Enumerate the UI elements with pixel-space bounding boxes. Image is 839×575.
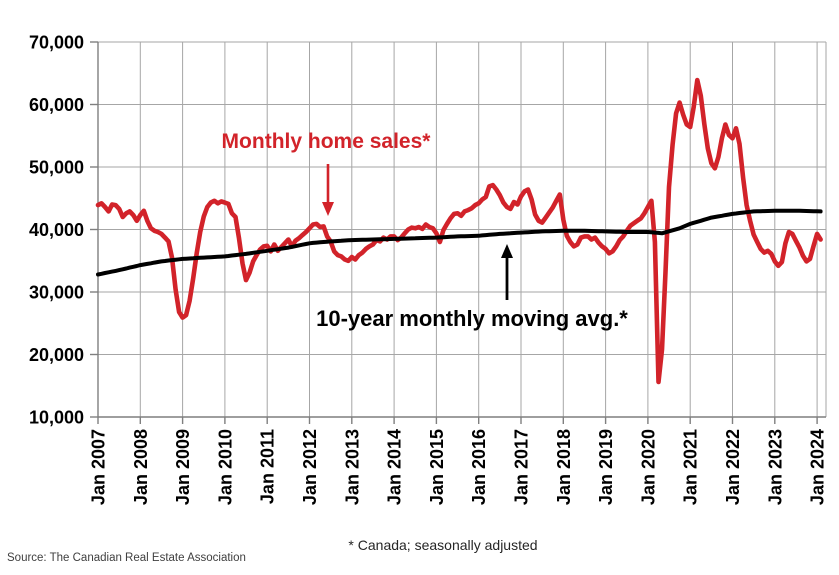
y-tick-labels: 10,000 20,000 30,000 40,000 50,000 60,000 70,0… bbox=[29, 33, 84, 428]
x-tick-label: Jan 2017 bbox=[512, 429, 532, 505]
x-tick-label: Jan 2013 bbox=[342, 429, 362, 505]
chart-footnote: * Canada; seasonally adjusted bbox=[348, 537, 538, 553]
x-tick-label: Jan 2008 bbox=[131, 429, 151, 505]
source-credit: Source: The Canadian Real Estate Associa… bbox=[7, 552, 246, 564]
moving-avg-arrow bbox=[501, 244, 513, 300]
x-tick-label: Jan 2019 bbox=[596, 429, 616, 505]
y-tick-label: 70,000 bbox=[29, 33, 84, 53]
x-tick-label: Jan 2020 bbox=[638, 429, 658, 505]
y-tick-label: 50,000 bbox=[29, 158, 84, 178]
x-tick-label: Jan 2018 bbox=[554, 429, 574, 505]
y-tick-label: 60,000 bbox=[29, 95, 84, 115]
x-tick-label: Jan 2016 bbox=[469, 429, 489, 505]
axes bbox=[90, 41, 826, 424]
x-tick-label: Jan 2023 bbox=[765, 429, 785, 505]
x-tick-label: Jan 2015 bbox=[427, 429, 447, 505]
y-tick-label: 10,000 bbox=[29, 408, 84, 428]
x-tick-label: Jan 2014 bbox=[385, 429, 405, 505]
x-tick-label: Jan 2022 bbox=[723, 429, 743, 505]
y-tick-label: 40,000 bbox=[29, 220, 84, 240]
moving-avg-line bbox=[96, 208, 823, 277]
monthly-sales-line bbox=[95, 77, 823, 385]
moving-avg-series-label: 10-year monthly moving avg.* bbox=[316, 306, 628, 331]
monthly-sales-series-label: Monthly home sales* bbox=[221, 130, 431, 153]
x-tick-label: Jan 2009 bbox=[173, 429, 193, 505]
x-tick-label: Jan 2010 bbox=[215, 429, 235, 505]
x-tick-label: Jan 2007 bbox=[89, 429, 109, 505]
x-tick-label: Jan 2021 bbox=[681, 429, 701, 505]
x-tick-label: Jan 2011 bbox=[258, 429, 278, 504]
x-tick-label: Jan 2012 bbox=[300, 429, 320, 505]
x-tick-label: Jan 2024 bbox=[808, 429, 828, 505]
y-tick-label: 20,000 bbox=[29, 345, 84, 365]
y-tick-label: 30,000 bbox=[29, 283, 84, 303]
monthly-sales-arrow bbox=[322, 164, 334, 216]
gridlines bbox=[96, 41, 827, 418]
x-tick-labels: Jan 2007 Jan 2008 Jan 2009 Jan 2010 Jan 2011… bbox=[89, 429, 828, 505]
